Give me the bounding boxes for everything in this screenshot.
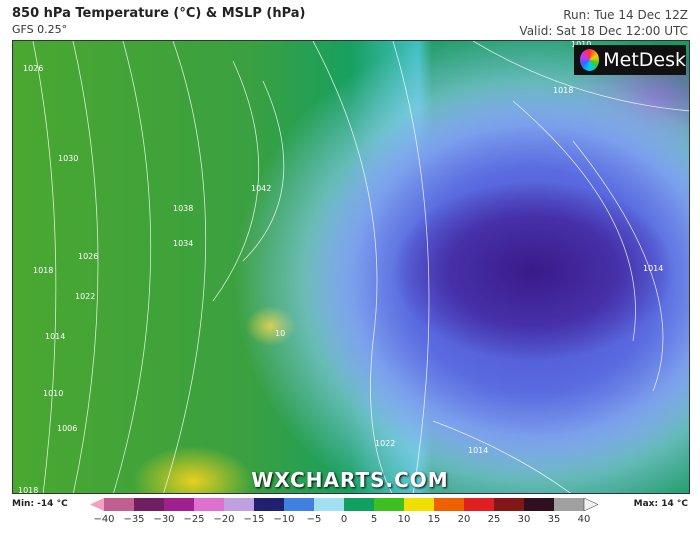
scale-segment: [224, 498, 255, 511]
scale-segment: [464, 498, 495, 511]
isobar-label: 1018: [18, 486, 38, 494]
scale-tick-label: −20: [213, 514, 235, 525]
scale-segment: [254, 498, 285, 511]
scale-tick-label: −25: [183, 514, 205, 525]
isobar-label: 1030: [58, 154, 78, 163]
scale-segment: [284, 498, 315, 511]
chart-title: 850 hPa Temperature (°C) & MSLP (hPa): [12, 6, 306, 21]
isobar-label: 1014: [45, 332, 65, 341]
logo-text: MetDesk: [603, 49, 686, 71]
scale-tick-label: 40: [577, 514, 591, 525]
metdesk-logo: MetDesk: [574, 45, 686, 75]
scale-tick-label: 25: [487, 514, 501, 525]
scale-tick-label: −5: [306, 514, 322, 525]
isobar-label: 1038: [173, 204, 193, 213]
isobar-label: 1042: [251, 184, 271, 193]
scale-segment: [134, 498, 165, 511]
scale-tick-label: −10: [273, 514, 295, 525]
isobar-label: 1026: [23, 64, 43, 73]
scale-arrow-min: [90, 498, 104, 511]
isobar-label: 1014: [468, 446, 488, 455]
scale-segment: [554, 498, 585, 511]
scale-tick-label: −30: [153, 514, 175, 525]
scale-segment: [194, 498, 225, 511]
isobar-label: 1010: [43, 389, 63, 398]
scale-segment: [434, 498, 465, 511]
isobar-label: 1034: [173, 239, 193, 248]
scale-tick-label: 5: [370, 514, 378, 525]
isobars: 1026 1030 1042 1038 1034 1026 1022 1018 …: [18, 41, 689, 494]
scale-tick-label: −15: [243, 514, 265, 525]
scale-arrow-max: [583, 498, 598, 511]
scale-tick-label: −40: [93, 514, 115, 525]
scale-tick-label: −35: [123, 514, 145, 525]
max-label: Max: 14 °C: [633, 499, 688, 509]
scale-tick-label: 35: [547, 514, 561, 525]
logo-icon: [580, 49, 600, 71]
isobar-label: 1006: [57, 424, 77, 433]
isobar-label: 1022: [375, 439, 395, 448]
color-scale-bar: [90, 498, 598, 511]
isobar-label: 1022: [75, 292, 95, 301]
watermark: WXCHARTS.COM: [251, 468, 449, 492]
valid-time: Valid: Sat 18 Dec 12:00 UTC: [519, 24, 688, 38]
scale-segment: [164, 498, 195, 511]
run-time: Run: Tue 14 Dec 12Z: [563, 8, 688, 22]
model-label: GFS 0.25°: [12, 23, 68, 36]
color-scale-ticks: −40 −35 −30 −25 −20 −15 −10 −5 0 5 10 15 20 25 30 35 40: [90, 514, 598, 530]
scale-segment: [104, 498, 135, 511]
isobar-label: 1018: [33, 266, 53, 275]
isobar-label: 1026: [78, 252, 98, 261]
scale-segment: [524, 498, 555, 511]
scale-segment: [494, 498, 525, 511]
scale-segment: [314, 498, 345, 511]
isobar-label: 1018: [553, 86, 573, 95]
scale-tick-label: 15: [427, 514, 441, 525]
isobar-label: 1014: [643, 264, 663, 273]
scale-tick-label: 30: [517, 514, 531, 525]
scale-tick-label: 20: [457, 514, 471, 525]
scale-segment: [374, 498, 405, 511]
scale-tick-label: 0: [340, 514, 348, 525]
weather-map[interactable]: 1026 1030 1042 1038 1034 1026 1022 1018 …: [12, 40, 690, 494]
scale-tick-label: 10: [397, 514, 411, 525]
scale-segment: [344, 498, 375, 511]
scale-segment: [404, 498, 435, 511]
min-label: Min: -14 °C: [12, 499, 68, 509]
isobar-label: 10: [275, 329, 285, 338]
